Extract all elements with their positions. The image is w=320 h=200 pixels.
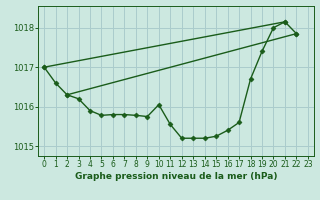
X-axis label: Graphe pression niveau de la mer (hPa): Graphe pression niveau de la mer (hPa) (75, 172, 277, 181)
